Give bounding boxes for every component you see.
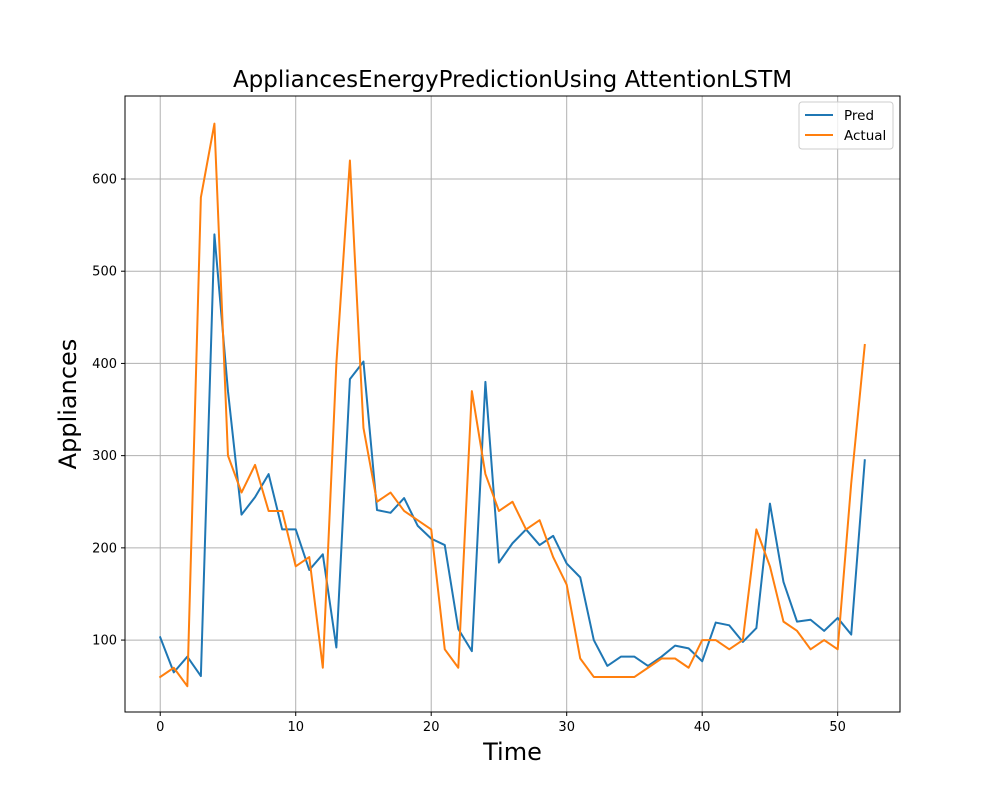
y-tick-label: 200: [92, 541, 117, 556]
chart-title: AppliancesEnergyPredictionUsing Attentio…: [233, 67, 792, 93]
legend-box: [798, 101, 894, 150]
y-tick-label: 100: [92, 634, 117, 649]
x-tick-label: 10: [287, 720, 304, 735]
y-axis-label: Appliances: [54, 339, 82, 470]
x-tick-label: 50: [829, 720, 846, 735]
x-tick-label: 40: [694, 720, 711, 735]
series-lines: [158, 122, 866, 688]
y-tick-label: 500: [92, 265, 117, 280]
x-tick-label: 20: [423, 720, 440, 735]
legend-label-actual: Actual: [844, 128, 886, 144]
y-tick-label: 600: [92, 172, 117, 187]
y-tick-label: 300: [92, 449, 117, 464]
x-tick-label: 0: [156, 720, 164, 735]
axis-ticks: 0 10 20 30 40 50 100 200 300 400 500 600: [92, 172, 846, 735]
x-tick-label: 30: [558, 720, 575, 735]
x-axis-label: Time: [482, 738, 542, 766]
y-tick-label: 400: [92, 357, 117, 372]
legend-label-pred: Pred: [844, 108, 874, 124]
series-line-actual: [158, 122, 866, 688]
grid: [125, 96, 900, 712]
legend: Pred Actual: [798, 101, 894, 150]
plot-area-frame: [124, 95, 901, 713]
